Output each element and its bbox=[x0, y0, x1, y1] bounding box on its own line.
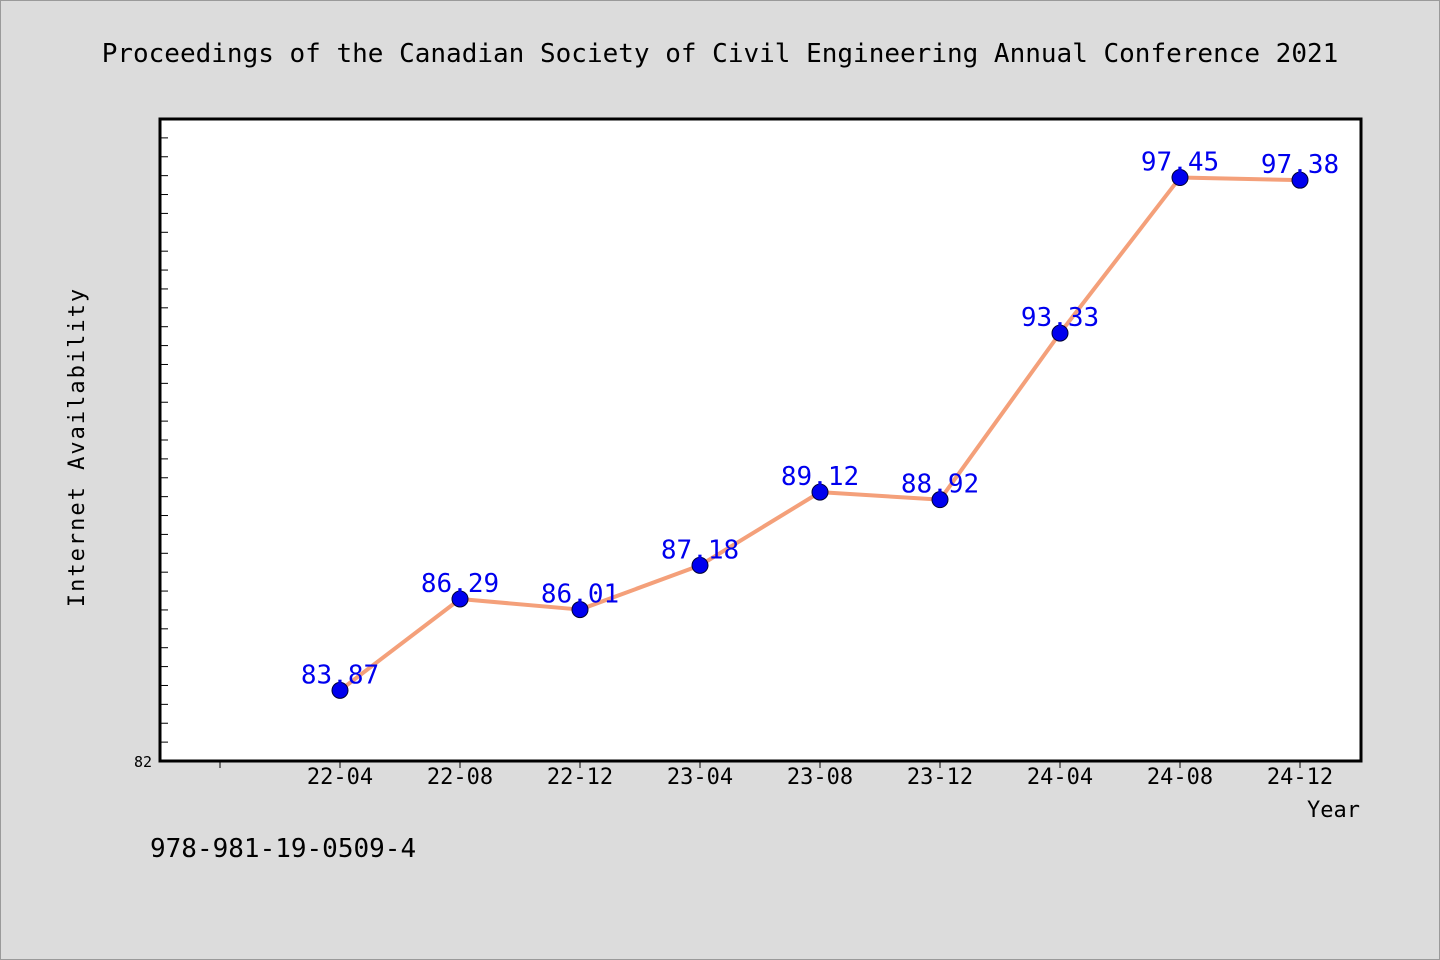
x-tick-label-23-04: 23-04 bbox=[667, 765, 733, 790]
x-tick-label-23-08: 23-08 bbox=[787, 765, 853, 790]
value-label-23-12: 88.92 bbox=[901, 470, 979, 500]
x-axis-ticks bbox=[219, 761, 1301, 768]
value-label-24-12: 97.38 bbox=[1261, 150, 1339, 180]
value-label-24-04: 93.33 bbox=[1021, 303, 1099, 333]
x-tick-label-23-12: 23-12 bbox=[907, 765, 973, 790]
plot-area bbox=[158, 117, 1363, 763]
y-axis-label: Internet Availability bbox=[65, 287, 90, 607]
data-point-24-08 bbox=[1171, 169, 1189, 187]
data-point-24-12 bbox=[1291, 171, 1309, 189]
y-axis-ticks bbox=[160, 137, 168, 743]
x-tick-label-22-12: 22-12 bbox=[547, 765, 613, 790]
data-point-23-04 bbox=[691, 556, 709, 574]
value-label-23-08: 89.12 bbox=[781, 462, 859, 492]
chart-title: Proceedings of the Canadian Society of C… bbox=[102, 39, 1339, 69]
value-label-22-12: 86.01 bbox=[541, 580, 619, 610]
isbn-text: 978-981-19-0509-4 bbox=[150, 834, 417, 864]
data-point-24-04 bbox=[1051, 324, 1069, 342]
x-tick-label-22-08: 22-08 bbox=[427, 765, 493, 790]
y-tick-label-82: 82 bbox=[134, 753, 152, 771]
value-labels: 83.87 86.29 86.01 87.18 89.12 88.92 93.33 97.45… bbox=[301, 148, 1339, 691]
data-markers bbox=[331, 169, 1309, 699]
value-label-23-04: 87.18 bbox=[661, 535, 739, 565]
x-tick-label-24-12: 24-12 bbox=[1267, 765, 1333, 790]
x-axis-label: Year bbox=[1307, 798, 1360, 823]
x-tick-label-24-04: 24-04 bbox=[1027, 765, 1093, 790]
data-point-22-04 bbox=[331, 681, 349, 699]
data-point-22-08 bbox=[451, 590, 469, 608]
value-label-24-08: 97.45 bbox=[1141, 148, 1219, 178]
data-point-23-08 bbox=[811, 483, 829, 501]
x-tick-labels: 22-04 22-08 22-12 23-04 23-08 23-12 24-04 24-08… bbox=[307, 765, 1333, 790]
x-tick-label-22-04: 22-04 bbox=[307, 765, 373, 790]
data-point-23-12 bbox=[931, 491, 949, 509]
value-label-22-04: 83.87 bbox=[301, 660, 379, 690]
data-point-22-12 bbox=[571, 601, 589, 619]
value-label-22-08: 86.29 bbox=[421, 569, 499, 599]
x-tick-label-24-08: 24-08 bbox=[1147, 765, 1213, 790]
